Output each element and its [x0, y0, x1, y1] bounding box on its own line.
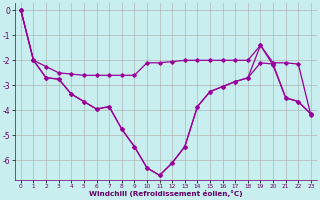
X-axis label: Windchill (Refroidissement éolien,°C): Windchill (Refroidissement éolien,°C): [89, 190, 243, 197]
